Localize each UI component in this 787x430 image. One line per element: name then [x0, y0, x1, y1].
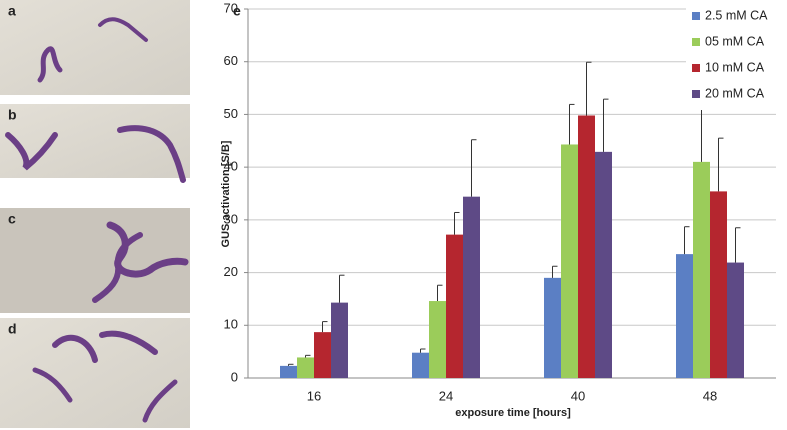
- bar: [544, 277, 561, 378]
- bar: [429, 301, 446, 378]
- bar: [446, 234, 463, 378]
- y-axis-title: GUS activation [S/B]: [220, 140, 232, 247]
- legend-swatch: [692, 64, 700, 72]
- micrograph-b: b: [0, 104, 190, 183]
- y-tick-label: 60: [224, 53, 238, 68]
- x-tick-label: 16: [307, 388, 321, 403]
- y-tick-label: 10: [224, 317, 238, 332]
- bar: [314, 332, 331, 378]
- x-tick-label: 40: [571, 388, 585, 403]
- y-tick-label: 50: [224, 106, 238, 121]
- bar: [578, 115, 595, 379]
- bar: [676, 254, 693, 378]
- panel-label: a: [8, 3, 16, 19]
- micrograph-c: c: [0, 208, 190, 313]
- bar: [727, 262, 744, 378]
- legend-swatch: [692, 90, 700, 98]
- y-tick-label: 20: [224, 264, 238, 279]
- y-tick-label: 40: [224, 159, 238, 174]
- bar: [297, 357, 314, 378]
- legend-box: [686, 2, 786, 110]
- legend-swatch: [692, 12, 700, 20]
- bar: [280, 365, 297, 378]
- bar: [331, 302, 348, 378]
- x-tick-label: 48: [703, 388, 717, 403]
- bar: [595, 151, 612, 378]
- legend-label: 2.5 mM CA: [705, 8, 768, 22]
- micrograph-a: a: [0, 0, 190, 95]
- y-tick-label: 70: [224, 0, 238, 15]
- bar: [710, 191, 727, 378]
- bar: [693, 161, 710, 378]
- legend-label: 20 mM CA: [705, 86, 765, 100]
- panel-label: b: [8, 107, 17, 123]
- panel-label: c: [8, 211, 16, 227]
- panel-label: d: [8, 321, 17, 337]
- y-tick-label: 0: [231, 369, 238, 384]
- legend-label: 05 mM CA: [705, 34, 765, 48]
- y-tick-label: 30: [224, 211, 238, 226]
- panel-label: e: [233, 3, 241, 19]
- micrograph-d: d: [0, 318, 190, 428]
- bar: [463, 196, 480, 378]
- bar: [561, 144, 578, 378]
- legend-label: 10 mM CA: [705, 60, 765, 74]
- legend-swatch: [692, 38, 700, 46]
- x-tick-label: 24: [439, 388, 453, 403]
- bar: [412, 352, 429, 378]
- x-axis-title: exposure time [hours]: [455, 407, 571, 419]
